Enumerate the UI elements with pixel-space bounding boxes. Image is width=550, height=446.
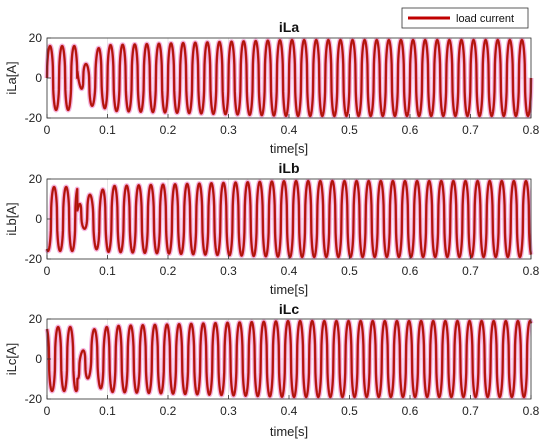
x-tick-label: 0.7	[462, 404, 479, 418]
x-tick-label: 0.3	[220, 264, 237, 278]
y-tick-label: 0	[35, 212, 42, 226]
x-tick-label: 0.8	[523, 264, 540, 278]
x-tick-label: 0.6	[402, 404, 419, 418]
legend-label: load current	[456, 13, 514, 25]
y-tick-label: 0	[35, 71, 42, 85]
x-tick-label: 0.7	[462, 123, 479, 137]
x-tick-label: 0	[44, 123, 51, 137]
x-tick-label: 0.4	[281, 264, 298, 278]
y-tick-label: -20	[25, 392, 43, 406]
chart-title: iLb	[279, 160, 300, 176]
x-tick-label: 0.6	[402, 264, 419, 278]
chart-title: iLc	[279, 301, 299, 317]
x-tick-label: 0.5	[341, 404, 358, 418]
panel-iLc: 0 0.1 0.2 0.3 0.4 0.5 0.6 0.7 0.8-20020iLctime[s…	[4, 301, 540, 439]
y-tick-label: 20	[29, 31, 43, 45]
x-axis-label: time[s]	[270, 282, 308, 297]
x-tick-label: 0.5	[341, 123, 358, 137]
x-axis-label: time[s]	[270, 424, 308, 439]
legend: load current	[401, 7, 529, 29]
x-tick-label: 0.4	[281, 123, 298, 137]
x-tick-label: 0.8	[523, 404, 540, 418]
y-tick-label: 0	[35, 352, 42, 366]
x-tick-label: 0	[44, 264, 51, 278]
y-tick-label: -20	[25, 111, 43, 125]
y-tick-label: 20	[29, 172, 43, 186]
x-tick-label: 0.1	[99, 123, 116, 137]
x-tick-label: 0.1	[99, 264, 116, 278]
y-axis-label: iLa[A]	[4, 61, 19, 94]
y-tick-label: -20	[25, 252, 43, 266]
x-tick-label: 0.8	[523, 123, 540, 137]
series-line-load-current	[45, 38, 533, 118]
x-tick-label: 0.2	[160, 123, 177, 137]
series-line-load-current	[45, 179, 533, 259]
y-axis-label: iLb[A]	[4, 202, 19, 235]
x-tick-label: 0.5	[341, 264, 358, 278]
chart-title: iLa	[279, 19, 299, 35]
x-tick-label: 0	[44, 404, 51, 418]
y-tick-label: 20	[29, 312, 43, 326]
series-line-load-current	[45, 319, 533, 399]
y-axis-label: iLc[A]	[4, 343, 19, 376]
x-tick-label: 0.2	[160, 404, 177, 418]
panel-iLb: 0 0.1 0.2 0.3 0.4 0.5 0.6 0.7 0.8-20020iLbtime[s…	[4, 160, 540, 297]
x-tick-label: 0.7	[462, 264, 479, 278]
panel-iLa: 0 0.1 0.2 0.3 0.4 0.5 0.6 0.7 0.8-20020iLatime[s…	[4, 19, 540, 156]
x-tick-label: 0.3	[220, 404, 237, 418]
x-tick-label: 0.1	[99, 404, 116, 418]
x-tick-label: 0.2	[160, 264, 177, 278]
x-tick-label: 0.3	[220, 123, 237, 137]
x-tick-label: 0.4	[281, 404, 298, 418]
legend-box	[401, 7, 529, 29]
x-axis-label: time[s]	[270, 141, 308, 156]
x-tick-label: 0.6	[402, 123, 419, 137]
